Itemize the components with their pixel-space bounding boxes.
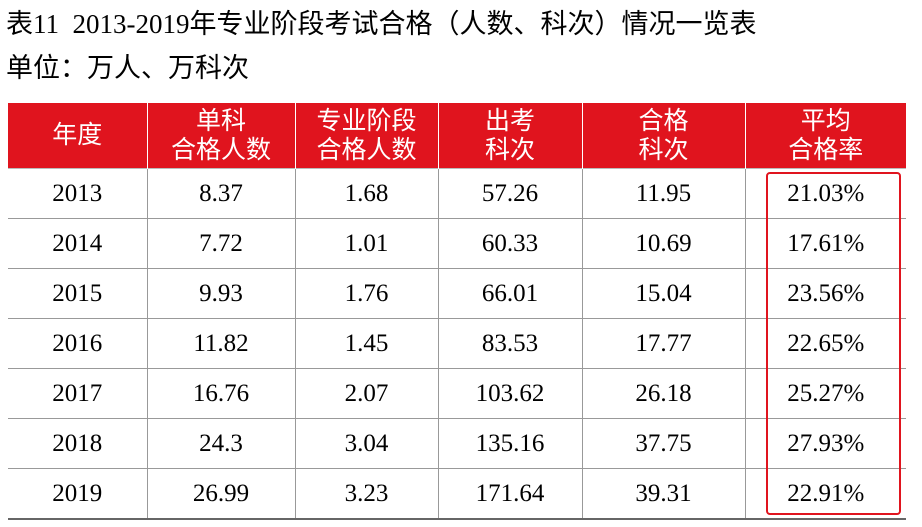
cell: 66.01 [437,268,583,319]
cell: 26.18 [581,368,746,419]
cell: 2014 [8,218,148,269]
cell: 11.82 [146,318,296,369]
cell: 21.03% [744,168,906,219]
header-cell: 平均 合格率 [744,103,906,169]
header-cell: 单科 合格人数 [146,103,296,169]
cell: 22.91% [744,468,906,520]
subtitle: 单位：万人、万科次 [6,53,249,83]
cell: 10.69 [581,218,746,269]
cell: 83.53 [437,318,583,369]
header-text: 出考 [484,107,535,135]
header-text: 单科 [195,107,246,135]
pass-table: 年度 单科 合格人数 专业阶段 合格人数 出考 科次 合格 科次 平均 合格率 2013 8.37 1.… [8,103,906,520]
header-text: 科次 [638,136,689,164]
row: 2014 7.72 1.01 60.33 10.69 17.61% [8,218,906,269]
header-row: 年度 单科 合格人数 专业阶段 合格人数 出考 科次 合格 科次 平均 合格率 [8,103,906,169]
cell: 8.37 [146,168,296,219]
cell: 17.77 [581,318,746,369]
cell: 11.95 [581,168,746,219]
cell: 39.31 [581,468,746,520]
cell: 103.62 [437,368,583,419]
cell: 2019 [8,468,148,520]
row: 2019 26.99 3.23 171.64 39.31 22.91% [8,468,906,520]
cell: 1.76 [294,268,439,319]
cell: 171.64 [437,468,583,520]
cell: 135.16 [437,418,583,469]
row: 2018 24.3 3.04 135.16 37.75 27.93% [8,418,906,469]
cell: 7.72 [146,218,296,269]
header-text: 合格人数 [316,136,417,164]
header-text: 科次 [484,136,535,164]
cell: 27.93% [744,418,906,469]
row: 2013 8.37 1.68 57.26 11.95 21.03% [8,168,906,219]
cell: 3.23 [294,468,439,520]
cell: 25.27% [744,368,906,419]
row: 2015 9.93 1.76 66.01 15.04 23.56% [8,268,906,319]
cell: 2013 [8,168,148,219]
cell: 24.3 [146,418,296,469]
cell: 15.04 [581,268,746,319]
cell: 1.68 [294,168,439,219]
cell: 2018 [8,418,148,469]
header-text: 平均 [800,107,851,135]
title: 表11 2013-2019年专业阶段考试合格（人数、科次）情况一览表 [6,9,757,39]
header-text: 专业阶段 [316,107,417,135]
cell: 3.04 [294,418,439,469]
cell: 26.99 [146,468,296,520]
cell: 2.07 [294,368,439,419]
header-text: 合格率 [788,136,864,164]
header-cell: 专业阶段 合格人数 [294,103,439,169]
cell: 57.26 [437,168,583,219]
cell: 37.75 [581,418,746,469]
header-text: 合格 [638,107,689,135]
cell: 23.56% [744,268,906,319]
cell: 2016 [8,318,148,369]
cell: 1.45 [294,318,439,369]
row: 2017 16.76 2.07 103.62 26.18 25.27% [8,368,906,419]
row: 2016 11.82 1.45 83.53 17.77 22.65% [8,318,906,369]
header-cell: 出考 科次 [437,103,583,169]
cell: 22.65% [744,318,906,369]
cell: 17.61% [744,218,906,269]
header-cell: 合格 科次 [581,103,746,169]
cell: 60.33 [437,218,583,269]
header-text: 年度 [52,122,103,149]
header-cell: 年度 [8,103,148,169]
cell: 16.76 [146,368,296,419]
cell: 2015 [8,268,148,319]
cell: 2017 [8,368,148,419]
cell: 1.01 [294,218,439,269]
cell: 9.93 [146,268,296,319]
header-text: 合格人数 [170,136,271,164]
